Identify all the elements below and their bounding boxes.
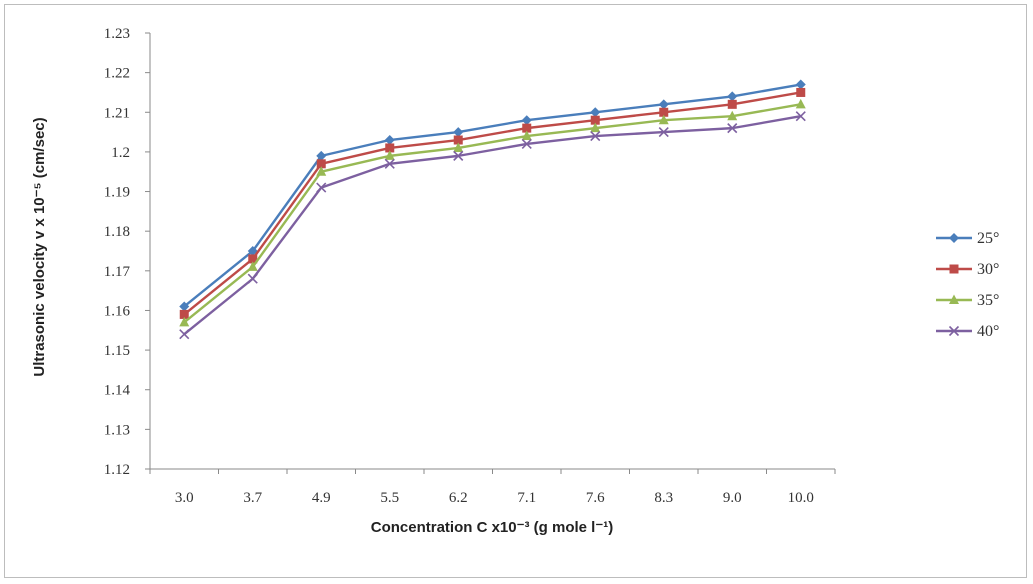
legend-item: 30° (936, 261, 999, 278)
data-point (590, 122, 601, 133)
y-axis: 1.12 1.13 1.14 1.15 1.16 1.17 1.18 1.19 1.2 1.21 1… (104, 26, 151, 478)
series-0 (179, 79, 806, 312)
data-point (795, 79, 806, 90)
data-point (384, 135, 395, 146)
data-point (453, 127, 464, 138)
series-line (183, 115, 801, 336)
x-tick-label: 10.0 (788, 490, 814, 506)
x-axis: 3.0 3.7 4.9 5.5 6.2 7.1 7.6 8.3 9.0 10.0 (149, 468, 836, 506)
data-point (179, 309, 189, 319)
x-tick-label: 9.0 (723, 490, 742, 506)
y-tick-label: 1.19 (104, 185, 130, 201)
y-tick-label: 1.22 (104, 66, 130, 82)
series-line (183, 103, 801, 324)
data-point (658, 99, 669, 110)
data-point (590, 107, 601, 118)
legend-label: 25° (977, 230, 999, 247)
data-point (316, 159, 326, 169)
legend-marker (949, 294, 959, 304)
data-point (796, 87, 806, 97)
data-point (521, 138, 532, 150)
y-tick-label: 1.17 (104, 264, 131, 280)
x-tick-label: 7.6 (586, 490, 605, 506)
y-tick-label: 1.13 (104, 422, 130, 438)
legend-label: 40° (977, 323, 999, 340)
x-tick-label: 3.7 (243, 490, 262, 506)
series-2 (179, 98, 806, 327)
data-point (659, 107, 669, 117)
series-1 (179, 87, 806, 319)
y-tick-label: 1.21 (104, 105, 130, 121)
data-point (658, 114, 669, 125)
y-tick-label: 1.14 (104, 383, 131, 399)
y-tick-label: 1.18 (104, 224, 130, 240)
data-point (316, 182, 327, 193)
data-point (521, 115, 532, 126)
data-point (727, 110, 738, 121)
data-point (453, 150, 464, 161)
x-axis-title: Concentration C x10⁻³ (g mole l⁻¹) (371, 519, 614, 536)
series-line (183, 91, 801, 316)
data-point (727, 99, 737, 109)
data-point (795, 111, 806, 122)
data-point (384, 150, 395, 160)
data-point (316, 150, 327, 161)
plot-area (179, 79, 806, 340)
series-3 (179, 111, 806, 340)
y-axis-title: Ultrasonic velocity v x 10⁻⁵ (cm/sec) (31, 117, 48, 376)
y-tick-label: 1.16 (104, 303, 131, 319)
data-point (247, 261, 258, 271)
data-point (316, 166, 327, 176)
x-tick-label: 7.1 (517, 490, 536, 506)
data-point (658, 127, 669, 138)
data-point (179, 316, 190, 327)
legend-label: 30° (977, 261, 999, 278)
legend-item: 40° (936, 323, 999, 340)
chart-frame (4, 4, 1027, 578)
data-point (248, 254, 258, 264)
legend-item: 35° (936, 292, 999, 309)
x-tick-label: 6.2 (449, 490, 468, 506)
data-point (590, 115, 600, 125)
legend-item: 25° (936, 230, 999, 247)
legend-marker (948, 325, 960, 337)
data-point (590, 130, 601, 142)
y-tick-label: 1.2 (111, 145, 130, 161)
x-tick-label: 3.0 (175, 490, 194, 506)
data-point (727, 91, 738, 102)
data-point (179, 329, 190, 340)
data-point (521, 130, 532, 141)
x-tick-label: 8.3 (654, 490, 673, 506)
x-tick-label: 5.5 (380, 490, 399, 506)
data-point (384, 158, 395, 169)
data-point (385, 143, 395, 153)
data-point (727, 123, 738, 134)
legend-label: 35° (977, 292, 999, 309)
y-tick-label: 1.15 (104, 343, 130, 359)
data-point (522, 123, 532, 133)
data-point (453, 142, 464, 152)
legend: 25° 30° 35° 40° (936, 230, 999, 340)
legend-marker (949, 264, 959, 274)
data-point (179, 301, 190, 312)
legend-marker (949, 233, 959, 243)
y-tick-label: 1.23 (104, 26, 130, 42)
x-tick-label: 4.9 (312, 490, 331, 506)
data-point (453, 135, 463, 145)
data-point (795, 98, 806, 109)
series-line (183, 83, 801, 308)
y-tick-label: 1.12 (104, 462, 130, 478)
data-point (247, 273, 258, 284)
